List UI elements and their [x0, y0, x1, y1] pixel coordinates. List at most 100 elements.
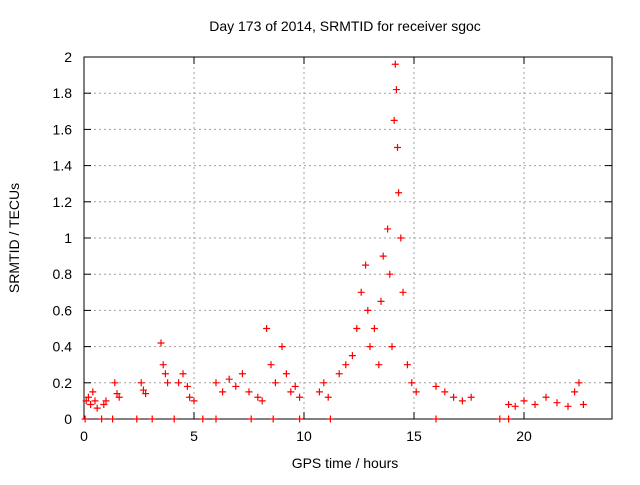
- data-point: [579, 401, 587, 409]
- data-point: [391, 60, 399, 68]
- data-point: [326, 415, 334, 423]
- data-point: [564, 402, 572, 410]
- data-point: [263, 325, 271, 332]
- y-tick-label: 1.2: [53, 194, 73, 210]
- x-tick-label: 20: [516, 428, 532, 444]
- y-tick-label: 0.4: [53, 339, 73, 355]
- data-point: [91, 397, 99, 405]
- data-point: [186, 393, 194, 401]
- data-point: [93, 404, 101, 412]
- data-point: [458, 397, 466, 405]
- data-point: [170, 415, 178, 423]
- data-point: [87, 401, 95, 409]
- x-tick-label: 10: [296, 428, 312, 444]
- data-point: [467, 393, 475, 401]
- data-point: [212, 415, 220, 423]
- y-tick-label: 1.4: [53, 158, 73, 174]
- y-tick-label: 2: [64, 49, 72, 65]
- data-point: [100, 401, 108, 409]
- data-point: [432, 415, 440, 423]
- data-point: [520, 397, 528, 405]
- y-tick-label: 0.8: [53, 266, 73, 282]
- data-point: [348, 352, 356, 360]
- data-point: [366, 343, 374, 351]
- data-point: [159, 361, 167, 369]
- data-points: [81, 60, 587, 423]
- data-point: [399, 288, 407, 296]
- data-point: [183, 382, 191, 390]
- data-point: [254, 393, 262, 401]
- data-point: [287, 388, 295, 396]
- data-point: [157, 339, 165, 347]
- data-point: [384, 225, 392, 233]
- data-point: [324, 393, 332, 401]
- data-point: [102, 397, 110, 405]
- data-point: [553, 399, 561, 407]
- data-point: [450, 393, 458, 401]
- data-point: [282, 370, 290, 378]
- data-point: [199, 415, 207, 423]
- data-point: [335, 370, 343, 378]
- data-point: [111, 379, 119, 387]
- data-point: [245, 388, 253, 396]
- data-point: [531, 401, 539, 409]
- data-point: [133, 415, 141, 423]
- data-point: [320, 379, 328, 387]
- data-point: [139, 386, 147, 394]
- data-point: [505, 401, 513, 409]
- data-point: [137, 379, 145, 387]
- data-point: [379, 252, 387, 260]
- data-point: [386, 270, 394, 278]
- data-point: [148, 415, 156, 423]
- data-point: [84, 393, 92, 401]
- data-point: [271, 379, 279, 387]
- data-point: [225, 375, 233, 383]
- data-point: [392, 86, 400, 94]
- data-point: [397, 234, 405, 242]
- data-point: [375, 361, 383, 369]
- data-point: [390, 116, 398, 124]
- data-point: [115, 393, 123, 401]
- y-axis-label: SRMTID / TECUs: [6, 183, 22, 293]
- data-point: [161, 370, 169, 378]
- data-point: [505, 415, 513, 423]
- data-point: [496, 415, 504, 423]
- data-point: [247, 415, 255, 423]
- y-tick-label: 0.2: [53, 375, 73, 391]
- data-point: [98, 415, 106, 423]
- chart-title: Day 173 of 2014, SRMTID for receiver sgo…: [209, 18, 481, 34]
- x-axis-label: GPS time / hours: [292, 455, 399, 471]
- data-point: [388, 343, 396, 351]
- axis-ticks: 00.20.40.60.811.21.41.61.820 5 10 15 20: [53, 49, 612, 444]
- data-point: [190, 397, 198, 405]
- data-point: [82, 397, 90, 405]
- data-point: [511, 402, 519, 410]
- data-point: [395, 189, 403, 197]
- data-point: [364, 306, 372, 314]
- data-point: [362, 261, 370, 269]
- data-point: [441, 388, 449, 396]
- data-point: [412, 388, 420, 396]
- data-point: [315, 388, 323, 396]
- data-point: [113, 390, 121, 398]
- data-point: [278, 343, 286, 351]
- y-tick-label: 0.6: [53, 302, 73, 318]
- data-point: [542, 393, 550, 401]
- data-point: [357, 288, 365, 296]
- data-point: [394, 144, 401, 151]
- data-point: [175, 379, 183, 387]
- data-point: [291, 382, 299, 390]
- x-tick-label: 0: [80, 428, 88, 444]
- data-point: [267, 361, 275, 369]
- data-point: [219, 388, 227, 396]
- data-point: [212, 379, 220, 387]
- data-point: [571, 388, 579, 396]
- data-point: [575, 379, 583, 387]
- data-point: [89, 388, 97, 396]
- data-point: [258, 397, 266, 405]
- data-point: [408, 379, 416, 387]
- x-tick-label: 5: [190, 428, 198, 444]
